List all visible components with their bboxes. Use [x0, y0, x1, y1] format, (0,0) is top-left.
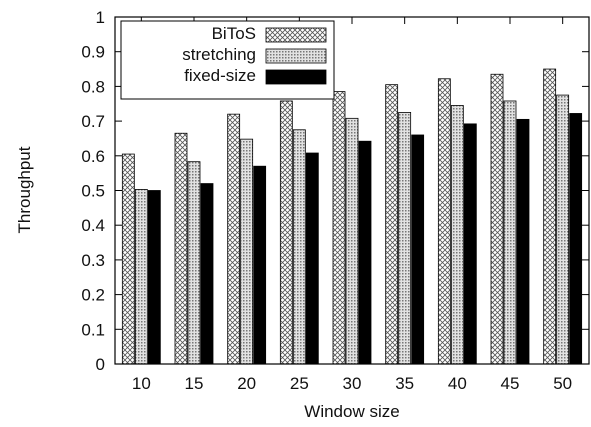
legend-swatch-fixed-size [265, 69, 327, 85]
legend-swatch-bitos [265, 27, 327, 43]
bar-bitos-45 [490, 73, 504, 365]
bar-bitos-25 [279, 100, 293, 365]
y-tick-label: 0.2 [81, 286, 105, 305]
bar-bitos-15 [174, 132, 188, 365]
plot-frame [114, 16, 590, 365]
x-tick-label: 15 [185, 374, 204, 393]
bar-bitos-35 [385, 84, 399, 365]
y-tick-label: 0.7 [81, 112, 105, 131]
bar-fixed-size-25 [305, 152, 319, 365]
bar-fixed-size-10 [147, 190, 161, 365]
x-axis-title: Window size [304, 402, 399, 421]
bar-stretching-10 [134, 189, 148, 365]
y-tick-label: 0.6 [81, 147, 105, 166]
x-tick-label: 45 [501, 374, 520, 393]
bar-stretching-25 [292, 129, 306, 365]
bar-bitos-20 [227, 113, 241, 365]
bar-fixed-size-50 [569, 113, 583, 365]
legend-label-bitos: BiToS [212, 24, 256, 43]
legend-label-stretching: stretching [182, 45, 256, 64]
x-tick-label: 50 [553, 374, 572, 393]
y-axis-title: Throughput [15, 146, 34, 233]
bar-stretching-20 [240, 138, 254, 365]
bar-bitos-30 [332, 91, 346, 365]
legend: BiToS stretching fixed-size [120, 20, 335, 100]
x-tick-label: 10 [132, 374, 151, 393]
bar-stretching-30 [345, 117, 359, 365]
y-axis-ticks: 0 0.1 0.2 0.3 0.4 0.5 0.6 0.7 0.8 0.9 1 [81, 8, 589, 374]
bar-fixed-size-20 [253, 165, 267, 365]
bar-stretching-35 [398, 112, 412, 365]
legend-swatch-stretching [265, 48, 327, 64]
bar-fixed-size-15 [200, 183, 214, 365]
x-tick-label: 35 [395, 374, 414, 393]
y-tick-label: 1 [96, 8, 105, 27]
x-tick-label: 30 [343, 374, 362, 393]
y-tick-label: 0.9 [81, 43, 105, 62]
x-tick-label: 20 [237, 374, 256, 393]
bar-fixed-size-30 [358, 140, 372, 365]
y-tick-label: 0.1 [81, 320, 105, 339]
y-tick-label: 0.4 [81, 216, 105, 235]
bar-fixed-size-35 [411, 134, 425, 365]
x-axis-ticks: 10 15 20 25 30 35 40 45 50 [132, 17, 572, 393]
legend-label-fixed-size: fixed-size [184, 66, 256, 85]
bar-stretching-15 [187, 161, 201, 365]
bar-stretching-45 [503, 100, 517, 365]
bar-stretching-40 [450, 105, 464, 365]
bar-fixed-size-40 [463, 123, 477, 365]
bar-stretching-50 [556, 94, 570, 365]
bar-fixed-size-45 [516, 118, 530, 365]
bars [121, 68, 583, 365]
y-tick-label: 0 [96, 355, 105, 374]
y-tick-label: 0.5 [81, 182, 105, 201]
bar-bitos-50 [543, 68, 557, 365]
y-tick-label: 0.3 [81, 251, 105, 270]
bar-bitos-40 [437, 78, 451, 365]
bar-bitos-10 [121, 153, 135, 365]
y-tick-label: 0.8 [81, 77, 105, 96]
x-tick-label: 25 [290, 374, 309, 393]
x-tick-label: 40 [448, 374, 467, 393]
